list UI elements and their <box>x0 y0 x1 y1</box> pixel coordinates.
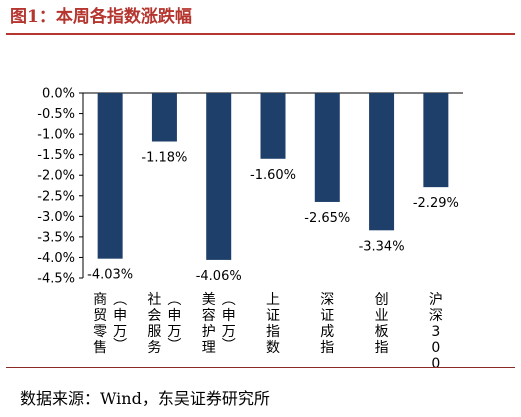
bar <box>151 93 177 142</box>
bar <box>423 93 449 188</box>
y-tick-label: -4.5% <box>37 272 75 287</box>
data-label: -4.06% <box>196 269 242 284</box>
data-label: -3.34% <box>359 239 405 254</box>
data-label: -4.03% <box>87 268 133 283</box>
y-tick-label: -2.5% <box>37 189 75 204</box>
data-label: -2.65% <box>304 211 350 226</box>
data-label: -2.29% <box>413 196 459 211</box>
figure-label: 图1： <box>10 7 56 27</box>
bar <box>206 93 232 260</box>
data-label: -1.60% <box>250 168 296 183</box>
category-label: 沪深 3 0 0 <box>429 292 443 372</box>
y-tick-label: -3.5% <box>37 230 75 245</box>
bar <box>260 93 286 159</box>
category-label: 深证成指 <box>320 292 334 356</box>
source-value: Wind，东吴证券研究所 <box>100 389 270 408</box>
source-rule <box>6 367 515 368</box>
figure-title-text: 本周各指数涨跌幅 <box>55 7 192 27</box>
category-label: 商贸零售 <box>93 292 107 356</box>
y-tick-label: -1.0% <box>37 128 75 143</box>
y-tick-label: -2.0% <box>37 169 75 184</box>
category-label: ︵申万︶ <box>222 292 236 354</box>
data-label: -1.18% <box>141 151 187 166</box>
category-label: ︵申万︶ <box>167 292 181 354</box>
category-label: 上证指数 <box>266 292 280 356</box>
category-label: 社会服务 <box>147 292 161 356</box>
source-label: 数据来源： <box>20 389 101 408</box>
figure-title: 图1：本周各指数涨跌幅 <box>10 2 192 27</box>
source-note: 数据来源：Wind，东吴证券研究所 <box>20 385 270 409</box>
title-rule <box>6 33 515 35</box>
category-label: 创业板指 <box>375 292 389 356</box>
bar <box>369 93 395 231</box>
y-tick-label: 0.0% <box>42 87 75 102</box>
category-label: ︵申万︶ <box>113 292 127 354</box>
y-tick-label: -4.0% <box>37 251 75 266</box>
category-label: 美容护理 <box>202 292 216 356</box>
y-tick-label: -1.5% <box>37 148 75 163</box>
y-tick-label: -0.5% <box>37 107 75 122</box>
bar <box>314 93 340 202</box>
y-tick-label: -3.0% <box>37 210 75 225</box>
bar <box>97 93 123 259</box>
